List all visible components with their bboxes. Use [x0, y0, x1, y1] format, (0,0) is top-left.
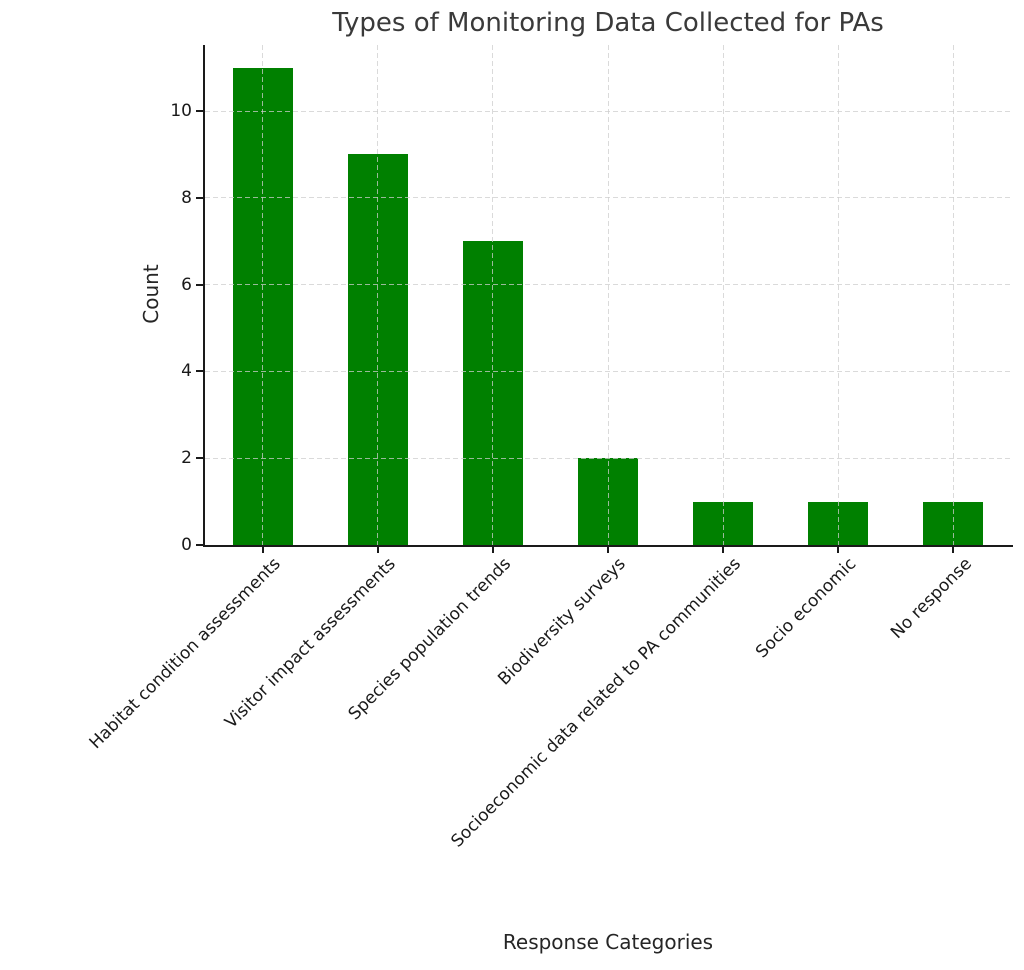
y-axis-spine	[203, 45, 205, 547]
y-tick-mark	[196, 196, 203, 199]
x-tick-mark	[952, 547, 955, 553]
y-tick-mark	[196, 110, 203, 112]
v-gridline	[492, 45, 494, 545]
y-tick-label: 6	[181, 274, 192, 295]
y-tick-mark	[196, 370, 203, 373]
v-gridline	[607, 45, 609, 545]
x-tick-label: Habitat condition assessments	[85, 554, 285, 754]
y-tick-label: 10	[170, 101, 192, 121]
x-tick-mark	[607, 547, 609, 553]
v-gridline	[837, 45, 839, 545]
chart-title: Types of Monitoring Data Collected for P…	[332, 8, 884, 38]
x-tick-mark	[491, 547, 494, 553]
v-gridline	[377, 45, 379, 545]
x-tick-mark	[837, 547, 840, 553]
x-tick-label: Biodiversity surveys	[494, 554, 631, 690]
x-tick-mark	[722, 547, 725, 553]
v-gridline	[952, 45, 954, 545]
v-gridline	[722, 45, 724, 545]
x-tick-label: No response	[886, 554, 976, 643]
v-gridline	[262, 45, 264, 545]
y-tick-label: 0	[181, 535, 192, 555]
x-axis-spine	[203, 545, 1013, 547]
y-tick-mark	[196, 457, 203, 460]
x-tick-mark	[261, 547, 264, 553]
x-axis-label: Response Categories	[502, 930, 714, 954]
y-tick-mark	[196, 283, 203, 286]
x-tick-mark	[376, 547, 379, 553]
x-tick-label: Socio economic	[752, 554, 861, 663]
y-tick-label: 2	[181, 448, 192, 469]
y-tick-label: 8	[181, 187, 192, 208]
y-tick-label: 4	[181, 361, 192, 382]
y-tick-mark	[196, 544, 203, 546]
